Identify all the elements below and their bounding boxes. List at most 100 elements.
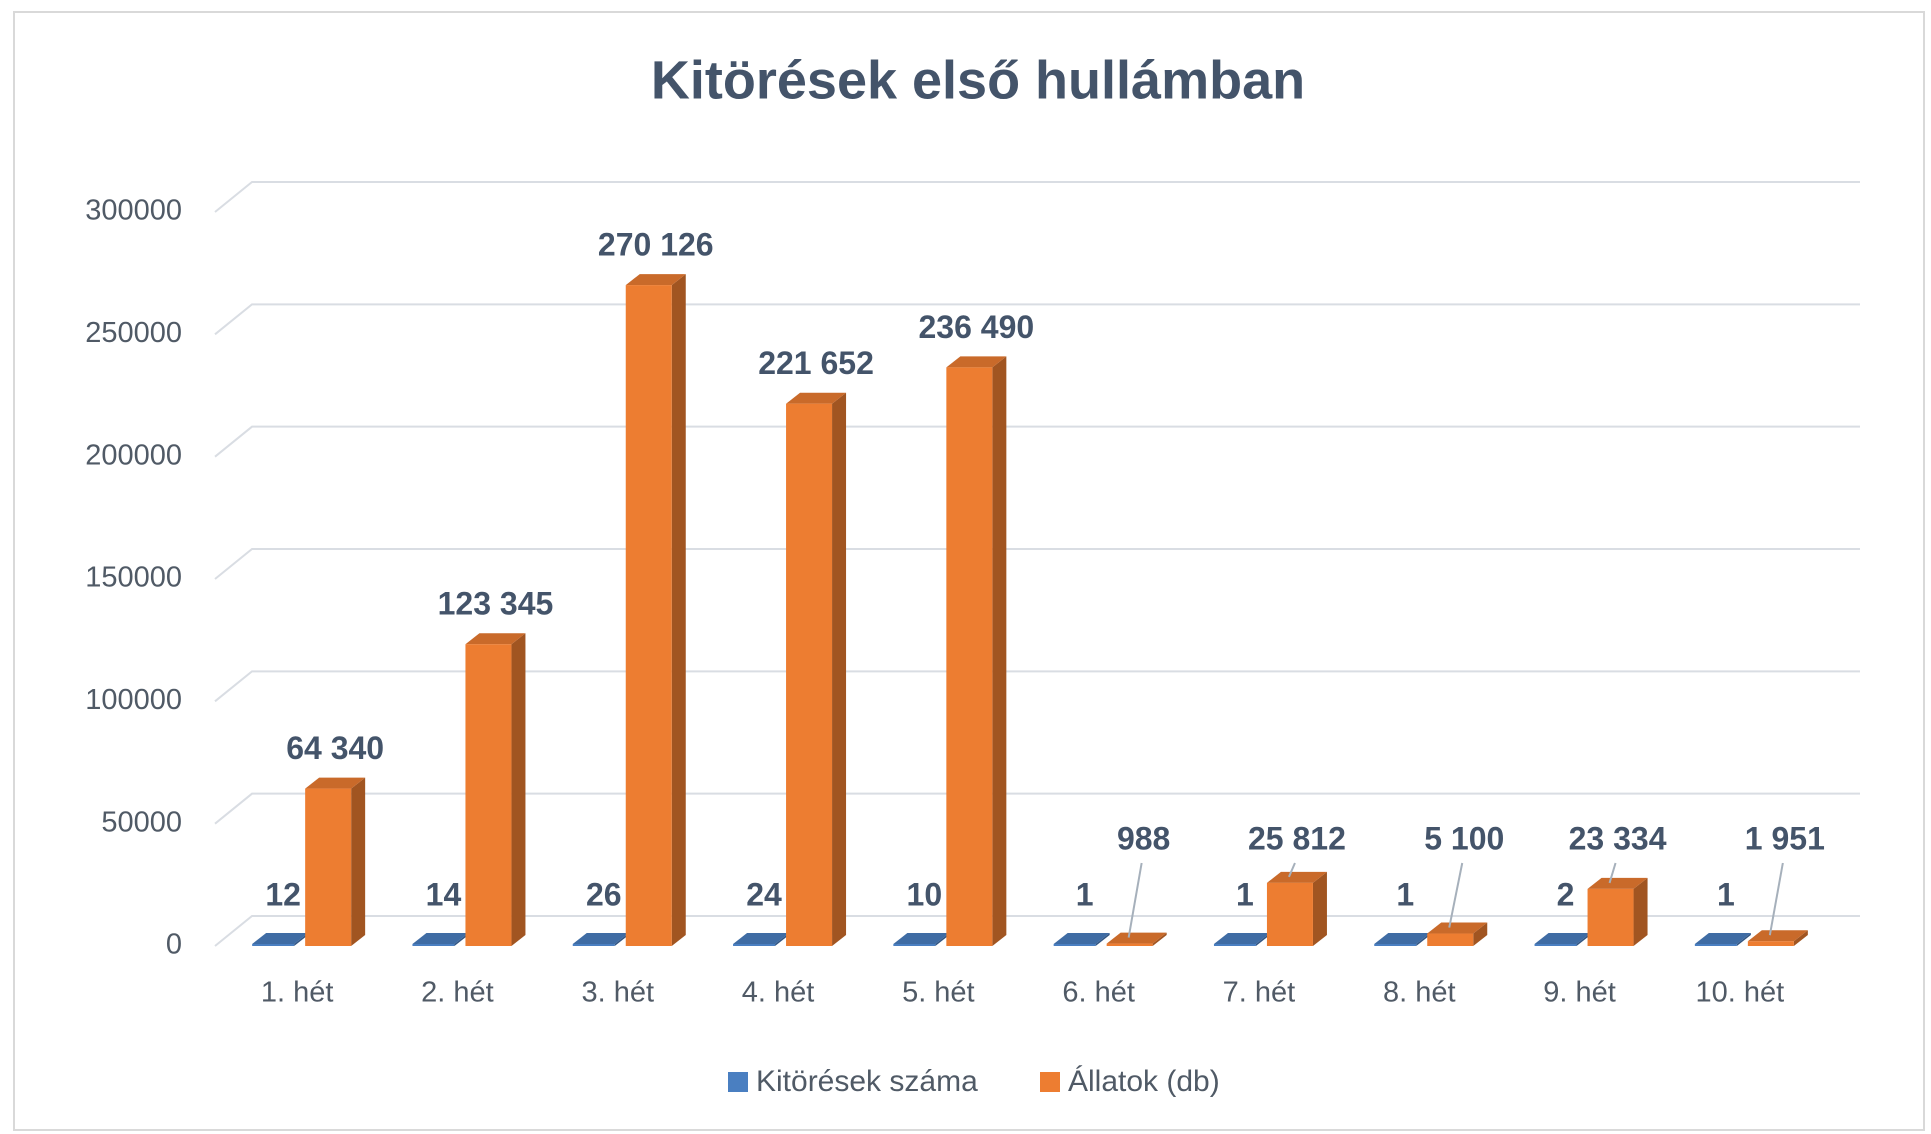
data-label: 988 bbox=[1117, 820, 1170, 856]
legend-swatch bbox=[1040, 1072, 1060, 1092]
bar-top bbox=[1427, 922, 1488, 934]
bar-top bbox=[1587, 877, 1648, 889]
x-tick-label: 6. hét bbox=[1062, 977, 1135, 1009]
x-tick-label: 10. hét bbox=[1696, 977, 1785, 1009]
bar bbox=[305, 788, 352, 946]
bar-top bbox=[946, 356, 1007, 368]
bar-side bbox=[935, 933, 950, 946]
grid-line bbox=[214, 792, 1860, 825]
bar-top bbox=[786, 392, 847, 404]
y-tick-label: 200000 bbox=[85, 439, 182, 471]
bar-side bbox=[1576, 933, 1591, 946]
bar bbox=[1053, 944, 1096, 946]
bar bbox=[572, 944, 615, 946]
data-label: 221 652 bbox=[758, 345, 874, 381]
bar-side bbox=[832, 392, 847, 947]
data-label: 236 490 bbox=[919, 309, 1035, 345]
data-label: 1 bbox=[1396, 876, 1414, 912]
data-label: 270 126 bbox=[598, 227, 714, 263]
data-label: 14 bbox=[426, 876, 462, 912]
bar bbox=[1747, 941, 1794, 946]
bar-top bbox=[1747, 930, 1808, 942]
bar-side bbox=[775, 933, 790, 946]
data-label: 5 100 bbox=[1424, 820, 1504, 856]
bar bbox=[786, 403, 833, 947]
legend-label: Állatok (db) bbox=[1068, 1065, 1220, 1098]
data-label: 123 345 bbox=[438, 586, 554, 622]
bar-side bbox=[1255, 933, 1270, 946]
data-label: 10 bbox=[907, 876, 943, 912]
bar-side bbox=[1152, 932, 1167, 946]
data-label: 1 bbox=[1236, 876, 1254, 912]
bar-top bbox=[465, 633, 526, 645]
bar-top bbox=[1266, 871, 1327, 883]
bar-side bbox=[1473, 922, 1488, 946]
x-tick-label: 5. hét bbox=[902, 977, 975, 1009]
bar bbox=[1534, 944, 1577, 946]
bar bbox=[1694, 944, 1737, 946]
data-label: 26 bbox=[586, 876, 622, 912]
bar-side bbox=[1095, 933, 1110, 946]
bar-top bbox=[1053, 933, 1110, 944]
bar-side bbox=[294, 933, 309, 946]
y-tick-label: 50000 bbox=[101, 806, 182, 838]
data-label: 23 334 bbox=[1569, 820, 1667, 856]
bar-top bbox=[1534, 933, 1591, 944]
x-tick-label: 9. hét bbox=[1543, 977, 1616, 1009]
bar-top bbox=[412, 933, 469, 944]
data-label: 1 bbox=[1717, 876, 1735, 912]
bar-side bbox=[992, 356, 1007, 946]
bar-top bbox=[1213, 933, 1270, 944]
y-tick-label: 150000 bbox=[85, 562, 182, 594]
bar-top bbox=[252, 933, 309, 944]
bar bbox=[1266, 882, 1313, 946]
bar-top bbox=[305, 777, 366, 789]
bar bbox=[946, 367, 993, 946]
leader-line bbox=[1127, 862, 1143, 938]
grid-line bbox=[214, 425, 1860, 458]
data-label: 12 bbox=[265, 876, 301, 912]
data-label: 1 951 bbox=[1745, 820, 1825, 856]
bar bbox=[1374, 944, 1417, 946]
bar-top bbox=[1106, 932, 1167, 944]
grid-line bbox=[214, 548, 1860, 580]
bar bbox=[1587, 888, 1634, 946]
bar-side bbox=[614, 933, 629, 946]
chart-title: Kitörések első hullámban bbox=[651, 50, 1305, 110]
data-label: 64 340 bbox=[286, 730, 384, 766]
x-tick-label: 8. hét bbox=[1383, 977, 1456, 1009]
bar bbox=[625, 285, 672, 947]
bar bbox=[1106, 943, 1153, 946]
x-tick-label: 1. hét bbox=[261, 977, 334, 1009]
y-tick-label: 0 bbox=[166, 929, 182, 961]
leader-line bbox=[1288, 862, 1296, 878]
bar-side bbox=[1416, 933, 1431, 946]
bar-top bbox=[1374, 933, 1431, 944]
data-label: 25 812 bbox=[1248, 820, 1346, 856]
y-tick-label: 300000 bbox=[85, 195, 182, 227]
x-tick-label: 2. hét bbox=[421, 977, 494, 1009]
bar-top bbox=[625, 274, 686, 286]
bar-side bbox=[1633, 877, 1648, 946]
bar-top bbox=[893, 933, 950, 944]
y-tick-label: 250000 bbox=[85, 317, 182, 349]
bar bbox=[1213, 944, 1256, 946]
bar-side bbox=[511, 633, 526, 946]
legend-label: Kitörések száma bbox=[756, 1065, 978, 1098]
x-tick-label: 3. hét bbox=[581, 977, 654, 1009]
y-tick-label: 100000 bbox=[85, 684, 182, 716]
bar bbox=[1427, 933, 1474, 946]
data-label: 1 bbox=[1076, 876, 1094, 912]
bar bbox=[252, 944, 295, 946]
bar bbox=[893, 944, 936, 946]
legend-swatch bbox=[728, 1072, 748, 1092]
bar-top bbox=[1694, 933, 1751, 944]
bar-side bbox=[454, 933, 469, 946]
bar bbox=[733, 944, 776, 946]
grid-line bbox=[214, 181, 1860, 213]
leader-line bbox=[1608, 862, 1617, 884]
bar-side bbox=[671, 274, 686, 947]
leader-line bbox=[1448, 862, 1464, 928]
bar bbox=[412, 944, 455, 946]
